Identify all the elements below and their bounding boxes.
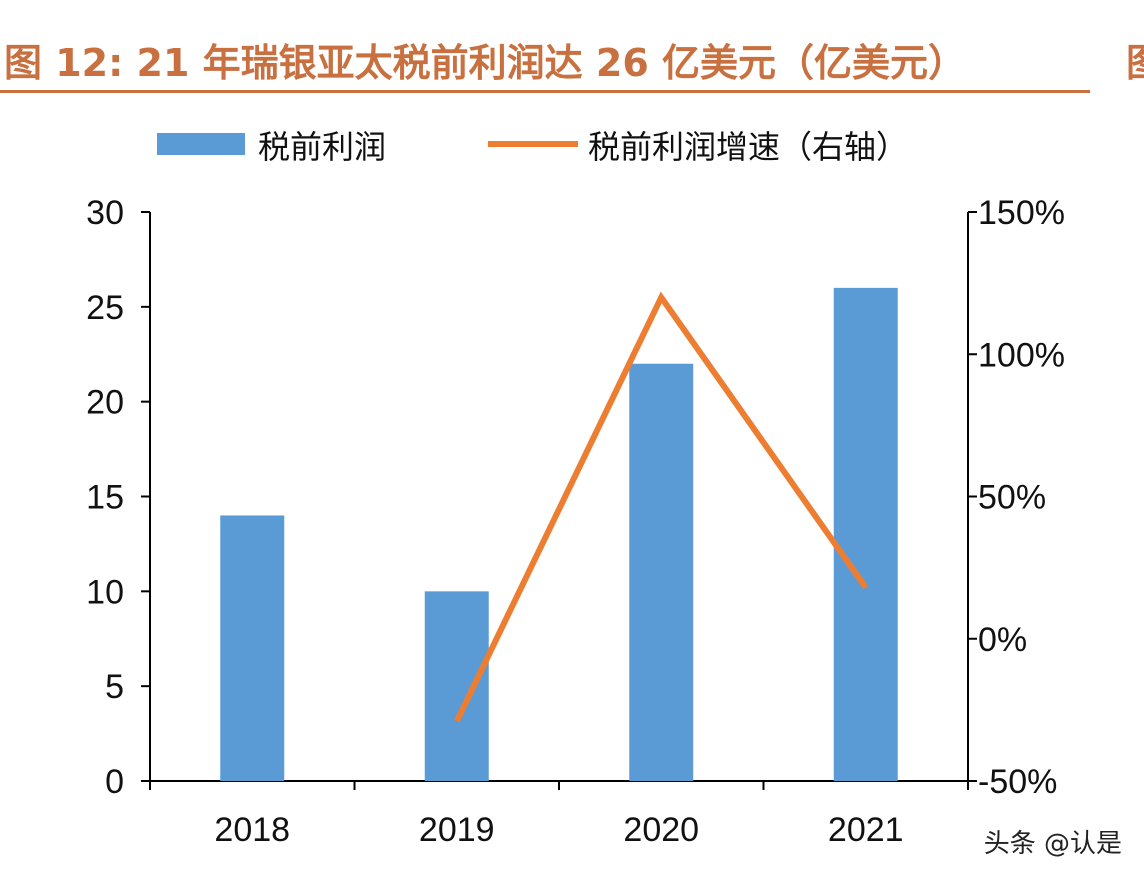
right-axis-tick-label: 0% — [978, 621, 1027, 659]
legend: 税前利润 税前利润增速（右轴） — [157, 128, 908, 166]
chart-title-clipped-char: 图 — [1126, 36, 1144, 90]
x-axis-tick-label: 2021 — [828, 811, 904, 849]
left-axis-tick-label: 10 — [86, 573, 124, 611]
right-axis-tick-label: 150% — [978, 194, 1065, 232]
growth-line-group — [454, 291, 869, 723]
bar-pretax-profit — [833, 287, 898, 781]
x-axis-tick-label: 2019 — [419, 811, 495, 849]
left-axis-tick-label: 30 — [86, 194, 124, 232]
x-axis-tick-label: 2018 — [214, 811, 290, 849]
axes — [141, 211, 977, 790]
left-axis-tick-label: 25 — [86, 289, 124, 327]
axis-labels: 0 5 10 15 20 25 30 -50% 0% 50% 100% 150% 2018 2019 202… — [86, 194, 1065, 849]
chart-title: 图 12: 21 年瑞银亚太税前利润达 26 亿美元（亿美元） — [4, 41, 966, 85]
legend-label-bar: 税前利润 — [258, 128, 386, 166]
bar-pretax-profit — [220, 515, 285, 781]
right-axis-tick-label: 50% — [978, 479, 1046, 517]
left-axis-tick-label: 0 — [105, 763, 124, 801]
x-axis-tick-label: 2020 — [623, 811, 699, 849]
title-underline — [0, 90, 1090, 93]
bar-pretax-profit — [629, 363, 694, 781]
watermark: 头条 @认是 — [983, 829, 1122, 859]
right-axis-tick-label: 100% — [978, 336, 1065, 374]
left-axis-tick-label: 20 — [86, 384, 124, 422]
legend-label-line: 税前利润增速（右轴） — [588, 128, 908, 166]
left-axis-tick-label: 5 — [105, 668, 124, 706]
legend-bar-swatch — [157, 133, 245, 155]
bar-pretax-profit — [424, 591, 489, 781]
right-axis-tick-label: -50% — [978, 763, 1057, 801]
bars — [220, 287, 898, 781]
left-axis-tick-label: 15 — [86, 479, 124, 517]
